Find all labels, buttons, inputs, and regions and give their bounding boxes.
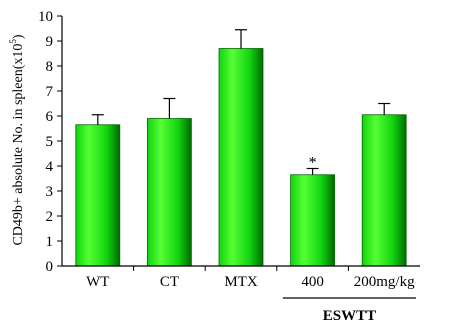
y-axis-label: CD49b+ absolute No. in spleen(x105) bbox=[8, 34, 26, 245]
group-label: ESWTT bbox=[323, 308, 376, 324]
significance-marker: * bbox=[309, 155, 317, 172]
bar-400 bbox=[290, 174, 336, 267]
error-bar-200mg-kg bbox=[378, 102, 391, 115]
y-tick-label: 4 bbox=[46, 159, 54, 175]
x-tick-label: 400 bbox=[301, 274, 324, 290]
y-axis-label-exponent: 5 bbox=[8, 39, 18, 44]
y-tick-label: 3 bbox=[46, 184, 54, 200]
y-tick-label: 1 bbox=[46, 234, 54, 250]
y-tick-label: 5 bbox=[46, 134, 54, 150]
axes bbox=[57, 15, 420, 299]
bars-layer bbox=[75, 48, 407, 267]
y-tick-label: 8 bbox=[46, 59, 54, 75]
x-tick-label: WT bbox=[86, 274, 109, 290]
error-bar-mtx bbox=[235, 29, 247, 49]
error-bar-wt bbox=[91, 114, 104, 125]
error-bars-layer bbox=[91, 29, 391, 175]
labels-layer: WT CT MTX 400 200mg/kg 0 1 2 3 4 5 6 7 8 9 10 * ESWTT bbox=[38, 9, 415, 324]
x-tick-label: CT bbox=[160, 274, 179, 290]
x-tick-label: MTX bbox=[224, 274, 258, 290]
error-bar-400 bbox=[306, 167, 319, 175]
y-tick-label: 9 bbox=[46, 34, 54, 50]
error-bar-ct bbox=[163, 97, 176, 119]
bar-200mg-kg bbox=[361, 114, 407, 267]
bar-ct bbox=[146, 118, 192, 267]
x-tick-label: 200mg/kg bbox=[354, 274, 415, 290]
y-tick-label: 2 bbox=[46, 209, 54, 225]
bar-mtx bbox=[218, 48, 264, 267]
y-tick-label: 7 bbox=[46, 84, 54, 100]
y-tick-label: 10 bbox=[38, 9, 53, 25]
bar-wt bbox=[75, 124, 121, 267]
y-tick-label: 0 bbox=[46, 259, 54, 275]
y-tick-label: 6 bbox=[46, 109, 54, 125]
